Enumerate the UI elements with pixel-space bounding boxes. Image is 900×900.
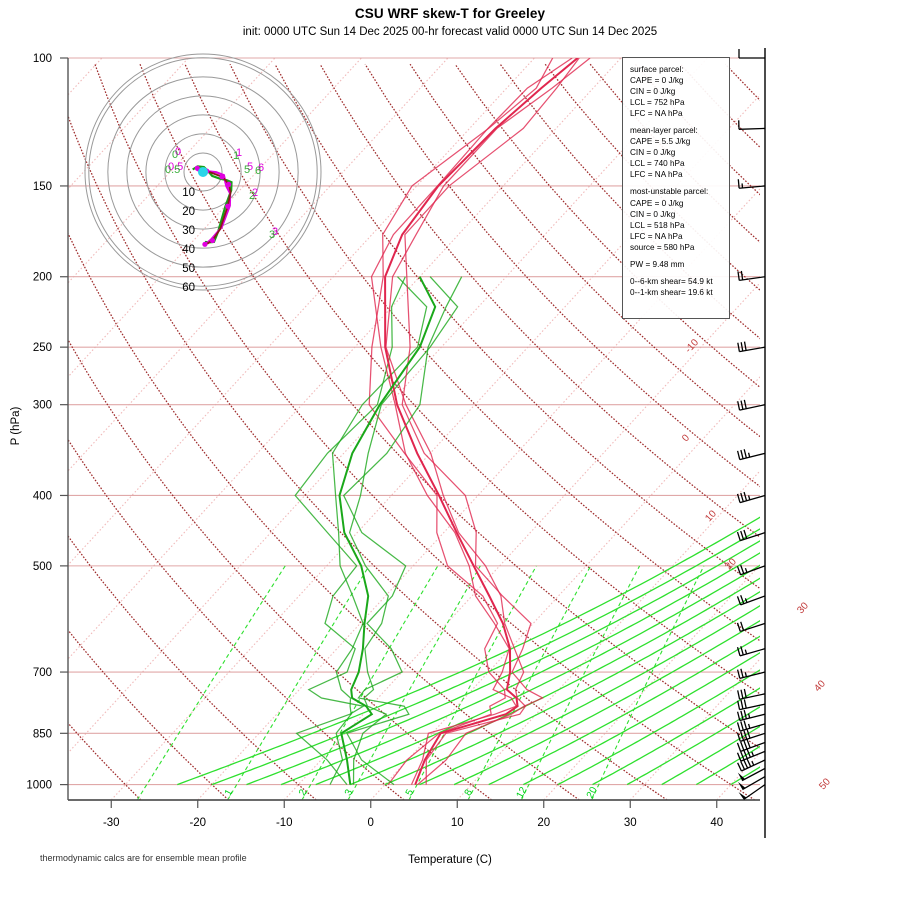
svg-text:30: 30 (182, 225, 195, 237)
svg-text:500: 500 (33, 561, 52, 573)
svg-text:10: 10 (451, 817, 464, 829)
svg-text:1: 1 (236, 147, 242, 159)
svg-text:250: 250 (33, 342, 52, 354)
dry-adiabat-lines (68, 63, 760, 800)
svg-text:5: 5 (247, 161, 253, 173)
svg-text:-30: -30 (103, 817, 120, 829)
y-axis-ticks: 100 150 200 250 300 400 500 700 850 1000 (26, 53, 68, 792)
info-line: LCL = 752 hPa (630, 98, 685, 108)
svg-text:50: 50 (817, 776, 833, 792)
x-axis-ticks: -30 -20 -10 0 10 20 30 40 (103, 800, 723, 829)
info-line: LFC = NA hPa (630, 170, 683, 180)
svg-text:0.5: 0.5 (165, 164, 180, 176)
svg-text:700: 700 (33, 667, 52, 679)
svg-text:-20: -20 (189, 817, 206, 829)
svg-text:1: 1 (233, 150, 239, 162)
info-line: source = 580 hPa (630, 242, 695, 252)
footer-note: thermodynamic calcs are for ensemble mea… (40, 853, 247, 863)
svg-text:1000: 1000 (26, 780, 52, 792)
svg-text:400: 400 (33, 490, 52, 502)
svg-text:3: 3 (269, 229, 275, 241)
info-line: 0--6-km shear= 54.9 kt (630, 276, 713, 286)
svg-text:0: 0 (368, 817, 374, 829)
dry-adiabat-labels: -10 0 10 20 30 40 50 (680, 337, 833, 792)
svg-text:10: 10 (182, 187, 195, 199)
svg-text:0: 0 (680, 432, 692, 444)
svg-text:0: 0 (172, 149, 178, 161)
svg-text:8: 8 (463, 787, 476, 797)
info-line: LFC = NA hPa (630, 109, 683, 119)
hodograph-rings (84, 53, 322, 291)
svg-text:5: 5 (244, 164, 250, 176)
info-line: 0--1-km shear= 19.6 kt (630, 287, 713, 297)
svg-text:300: 300 (33, 400, 52, 412)
info-line: CIN = 0 J/kg (630, 148, 676, 158)
x-axis-label: Temperature (C) (408, 854, 492, 866)
svg-text:150: 150 (33, 181, 52, 193)
svg-text:0: 0 (175, 146, 181, 158)
info-line: CIN = 0 J/kg (630, 87, 676, 97)
svg-text:6: 6 (255, 165, 261, 177)
svg-text:10: 10 (703, 508, 719, 524)
info-line: mean-layer parcel: (630, 126, 698, 136)
wind-barbs (736, 49, 766, 801)
sounding-profiles (294, 58, 591, 786)
page-title: CSU WRF skew-T for Greeley (354, 6, 546, 21)
svg-text:20: 20 (723, 556, 739, 572)
info-line: CAPE = 0 J/kg (630, 76, 684, 86)
info-line: CIN = 0 J/kg (630, 209, 676, 219)
svg-text:30: 30 (624, 817, 637, 829)
svg-text:5: 5 (404, 787, 417, 797)
svg-text:2: 2 (297, 787, 310, 797)
svg-text:50: 50 (182, 263, 195, 275)
svg-text:6: 6 (258, 162, 264, 174)
info-line: LCL = 518 hPa (630, 220, 685, 230)
hodograph-ring-labels: 10 20 30 40 50 60 (182, 187, 195, 294)
svg-text:3: 3 (343, 787, 356, 797)
info-line: most-unstable parcel: (630, 187, 709, 197)
svg-text:100: 100 (33, 53, 52, 65)
svg-text:850: 850 (33, 728, 52, 740)
svg-text:2: 2 (252, 187, 258, 199)
moist-adiabat-lines (177, 516, 760, 786)
mixing-ratio-labels: 1 2 3 5 8 12 20 (223, 785, 600, 800)
storm-motion-dot (198, 167, 208, 177)
svg-text:0.5: 0.5 (168, 161, 183, 173)
svg-text:20: 20 (585, 785, 600, 800)
hodograph-traces (192, 165, 233, 247)
plot-frame (67, 58, 760, 801)
page-subtitle: init: 0000 UTC Sun 14 Dec 2025 00-hr for… (242, 26, 658, 38)
info-line: PW = 9.48 mm (630, 259, 685, 269)
svg-text:-10: -10 (683, 337, 701, 355)
parcel-info-box: surface parcel: CAPE = 0 J/kg CIN = 0 J/kg… (622, 57, 730, 319)
svg-text:2: 2 (249, 190, 255, 202)
svg-text:-10: -10 (276, 817, 293, 829)
info-line: LCL = 740 hPa (630, 159, 685, 169)
svg-text:30: 30 (795, 600, 811, 616)
svg-text:40: 40 (812, 678, 828, 694)
svg-text:1: 1 (223, 787, 236, 797)
svg-text:20: 20 (182, 206, 195, 218)
svg-text:20: 20 (537, 817, 550, 829)
info-line: surface parcel: (630, 65, 684, 74)
info-line: CAPE = 0 J/kg (630, 198, 684, 208)
info-line: LFC = NA hPa (630, 231, 683, 241)
svg-text:12: 12 (515, 785, 530, 800)
svg-text:60: 60 (182, 282, 195, 294)
svg-text:200: 200 (33, 272, 52, 284)
svg-text:40: 40 (710, 817, 723, 829)
svg-text:40: 40 (182, 244, 195, 256)
svg-text:3: 3 (272, 226, 278, 238)
info-line: CAPE = 5.5 J/kg (630, 137, 691, 147)
